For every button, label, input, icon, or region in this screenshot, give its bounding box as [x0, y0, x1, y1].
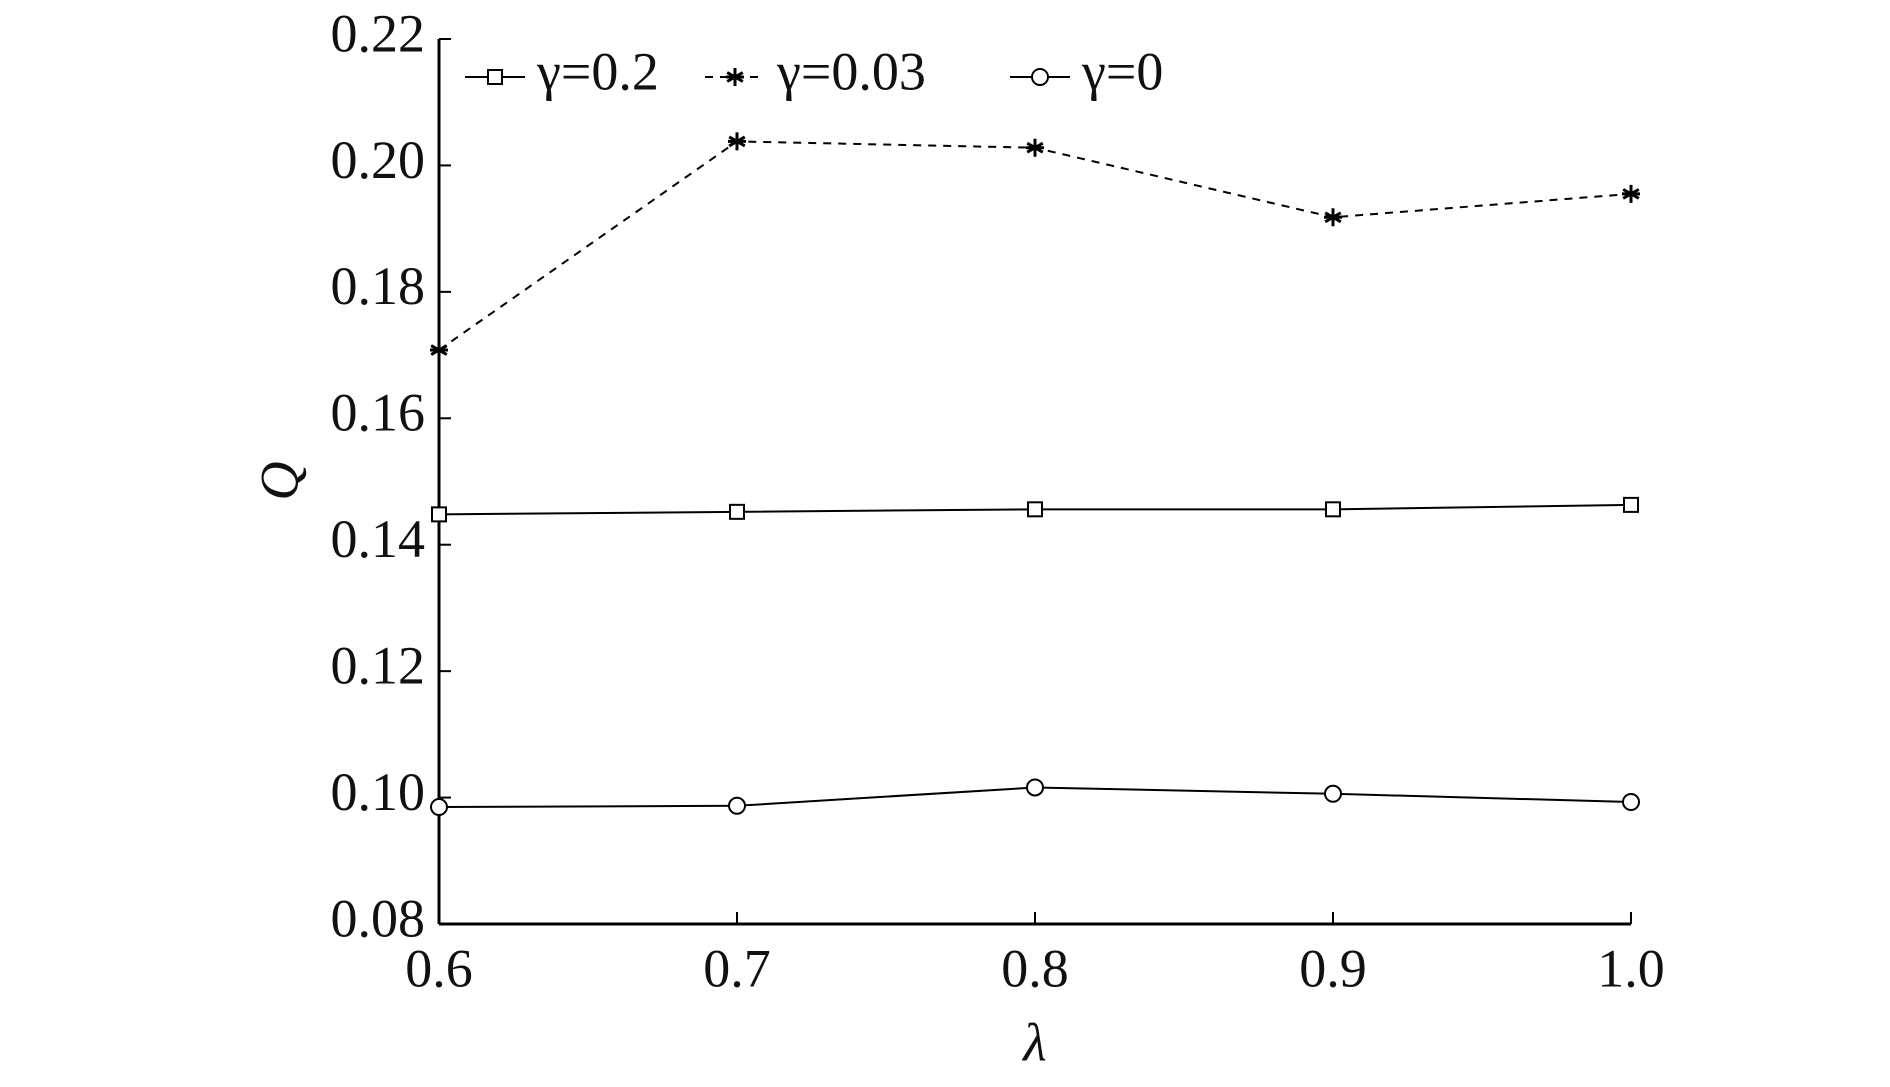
y-tick-label: 0.12 — [331, 636, 426, 696]
marker — [729, 503, 745, 520]
legend-label: γ=0.2 — [536, 41, 659, 101]
marker — [430, 341, 448, 360]
marker — [431, 506, 447, 523]
y-tick-label: 0.20 — [331, 130, 426, 190]
marker — [1623, 496, 1639, 513]
marker — [1324, 208, 1342, 227]
marker — [728, 796, 746, 815]
marker — [1026, 138, 1044, 157]
x-tick-label: 0.9 — [1299, 938, 1367, 998]
marker — [728, 132, 746, 151]
y-tick-label: 0.10 — [331, 762, 426, 822]
y-tick-label: 0.18 — [331, 256, 426, 316]
y-tick-label: 0.16 — [331, 383, 426, 443]
y-tick-label: 0.22 — [331, 3, 426, 63]
marker — [1622, 792, 1640, 811]
marker — [1324, 784, 1342, 803]
marker — [1026, 778, 1044, 797]
x-tick-label: 0.7 — [703, 938, 771, 998]
legend-label: γ=0.03 — [776, 41, 926, 101]
series-line — [438, 140, 1632, 351]
legend-label: γ=0 — [1081, 41, 1163, 101]
marker — [1622, 184, 1640, 203]
y-tick-label: 0.08 — [331, 888, 426, 948]
x-tick-label: 1.0 — [1597, 938, 1665, 998]
x-tick-label: 0.6 — [405, 938, 473, 998]
marker — [726, 68, 744, 86]
x-tick-label: 0.8 — [1001, 938, 1069, 998]
marker — [1325, 501, 1341, 518]
x-axis-label: λ — [1021, 1012, 1046, 1072]
marker — [1031, 68, 1049, 86]
marker — [487, 69, 503, 85]
y-axis-label: Q — [249, 462, 309, 501]
marker — [430, 798, 448, 817]
marker — [1027, 501, 1043, 518]
y-tick-label: 0.14 — [331, 509, 426, 569]
